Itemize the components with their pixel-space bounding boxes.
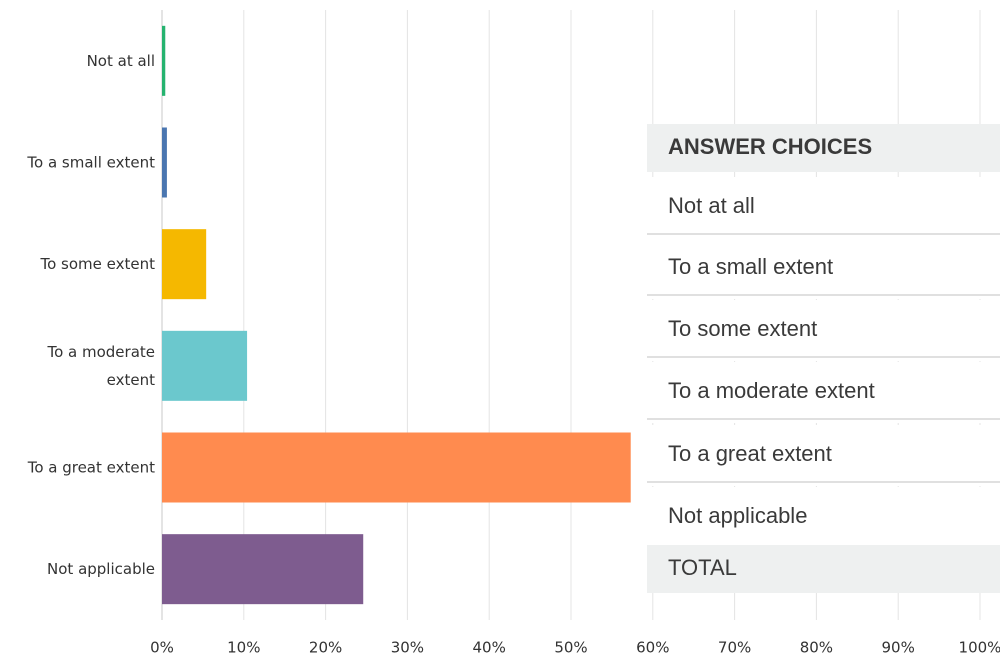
x-tick-label: 100% — [959, 639, 1000, 656]
x-tick-label: 10% — [227, 639, 260, 656]
bar — [162, 25, 166, 96]
bar — [162, 330, 248, 401]
table-row-label: To some extent — [668, 316, 817, 341]
label-line: To a great extent — [27, 458, 155, 476]
table-row-label: To a great extent — [668, 441, 832, 466]
x-tick-label: 0% — [150, 639, 174, 656]
x-tick-label: 80% — [800, 639, 833, 656]
table-row-bg — [647, 425, 1000, 486]
x-tick-label: 60% — [636, 639, 669, 656]
table-row-bg — [647, 300, 1000, 361]
table-row-label: Not at all — [668, 193, 755, 218]
x-tick-label: 50% — [554, 639, 587, 656]
table-row-bg — [647, 362, 1000, 423]
table-row-label: To a small extent — [668, 254, 833, 279]
y-tick-label: Not at all — [87, 51, 155, 69]
table-row-bg — [647, 238, 1000, 299]
x-tick-label: 40% — [473, 639, 506, 656]
table-total: TOTAL — [668, 555, 737, 580]
label-line: To a small extent — [26, 153, 155, 171]
table-row-label: To a moderate extent — [668, 378, 875, 403]
label-line: Not applicable — [47, 560, 155, 578]
label-line: Not at all — [87, 51, 155, 69]
bar — [162, 229, 207, 300]
y-tick-label: To a small extent — [26, 153, 155, 171]
label-line: To some extent — [40, 255, 156, 273]
table-header-bg — [647, 124, 1000, 172]
bar — [162, 534, 364, 605]
y-tick-label: To a great extent — [27, 458, 155, 476]
label-line: To a moderate — [46, 342, 155, 360]
table-row-label: Not applicable — [668, 503, 807, 528]
y-tick-label: Not applicable — [47, 560, 155, 578]
bar — [162, 127, 167, 198]
bar — [162, 432, 631, 503]
label-line: extent — [107, 370, 155, 388]
table-row-bg — [647, 177, 1000, 238]
x-tick-label: 20% — [309, 639, 342, 656]
table-total-bg — [647, 545, 1000, 593]
x-tick-label: 70% — [718, 639, 751, 656]
y-tick-label: To a moderate extent — [46, 342, 155, 388]
table-header: ANSWER CHOICES — [668, 134, 872, 159]
y-tick-label: To some extent — [40, 255, 156, 273]
x-tick-label: 30% — [391, 639, 424, 656]
table-row-bg — [647, 487, 1000, 548]
x-tick-label: 90% — [882, 639, 915, 656]
